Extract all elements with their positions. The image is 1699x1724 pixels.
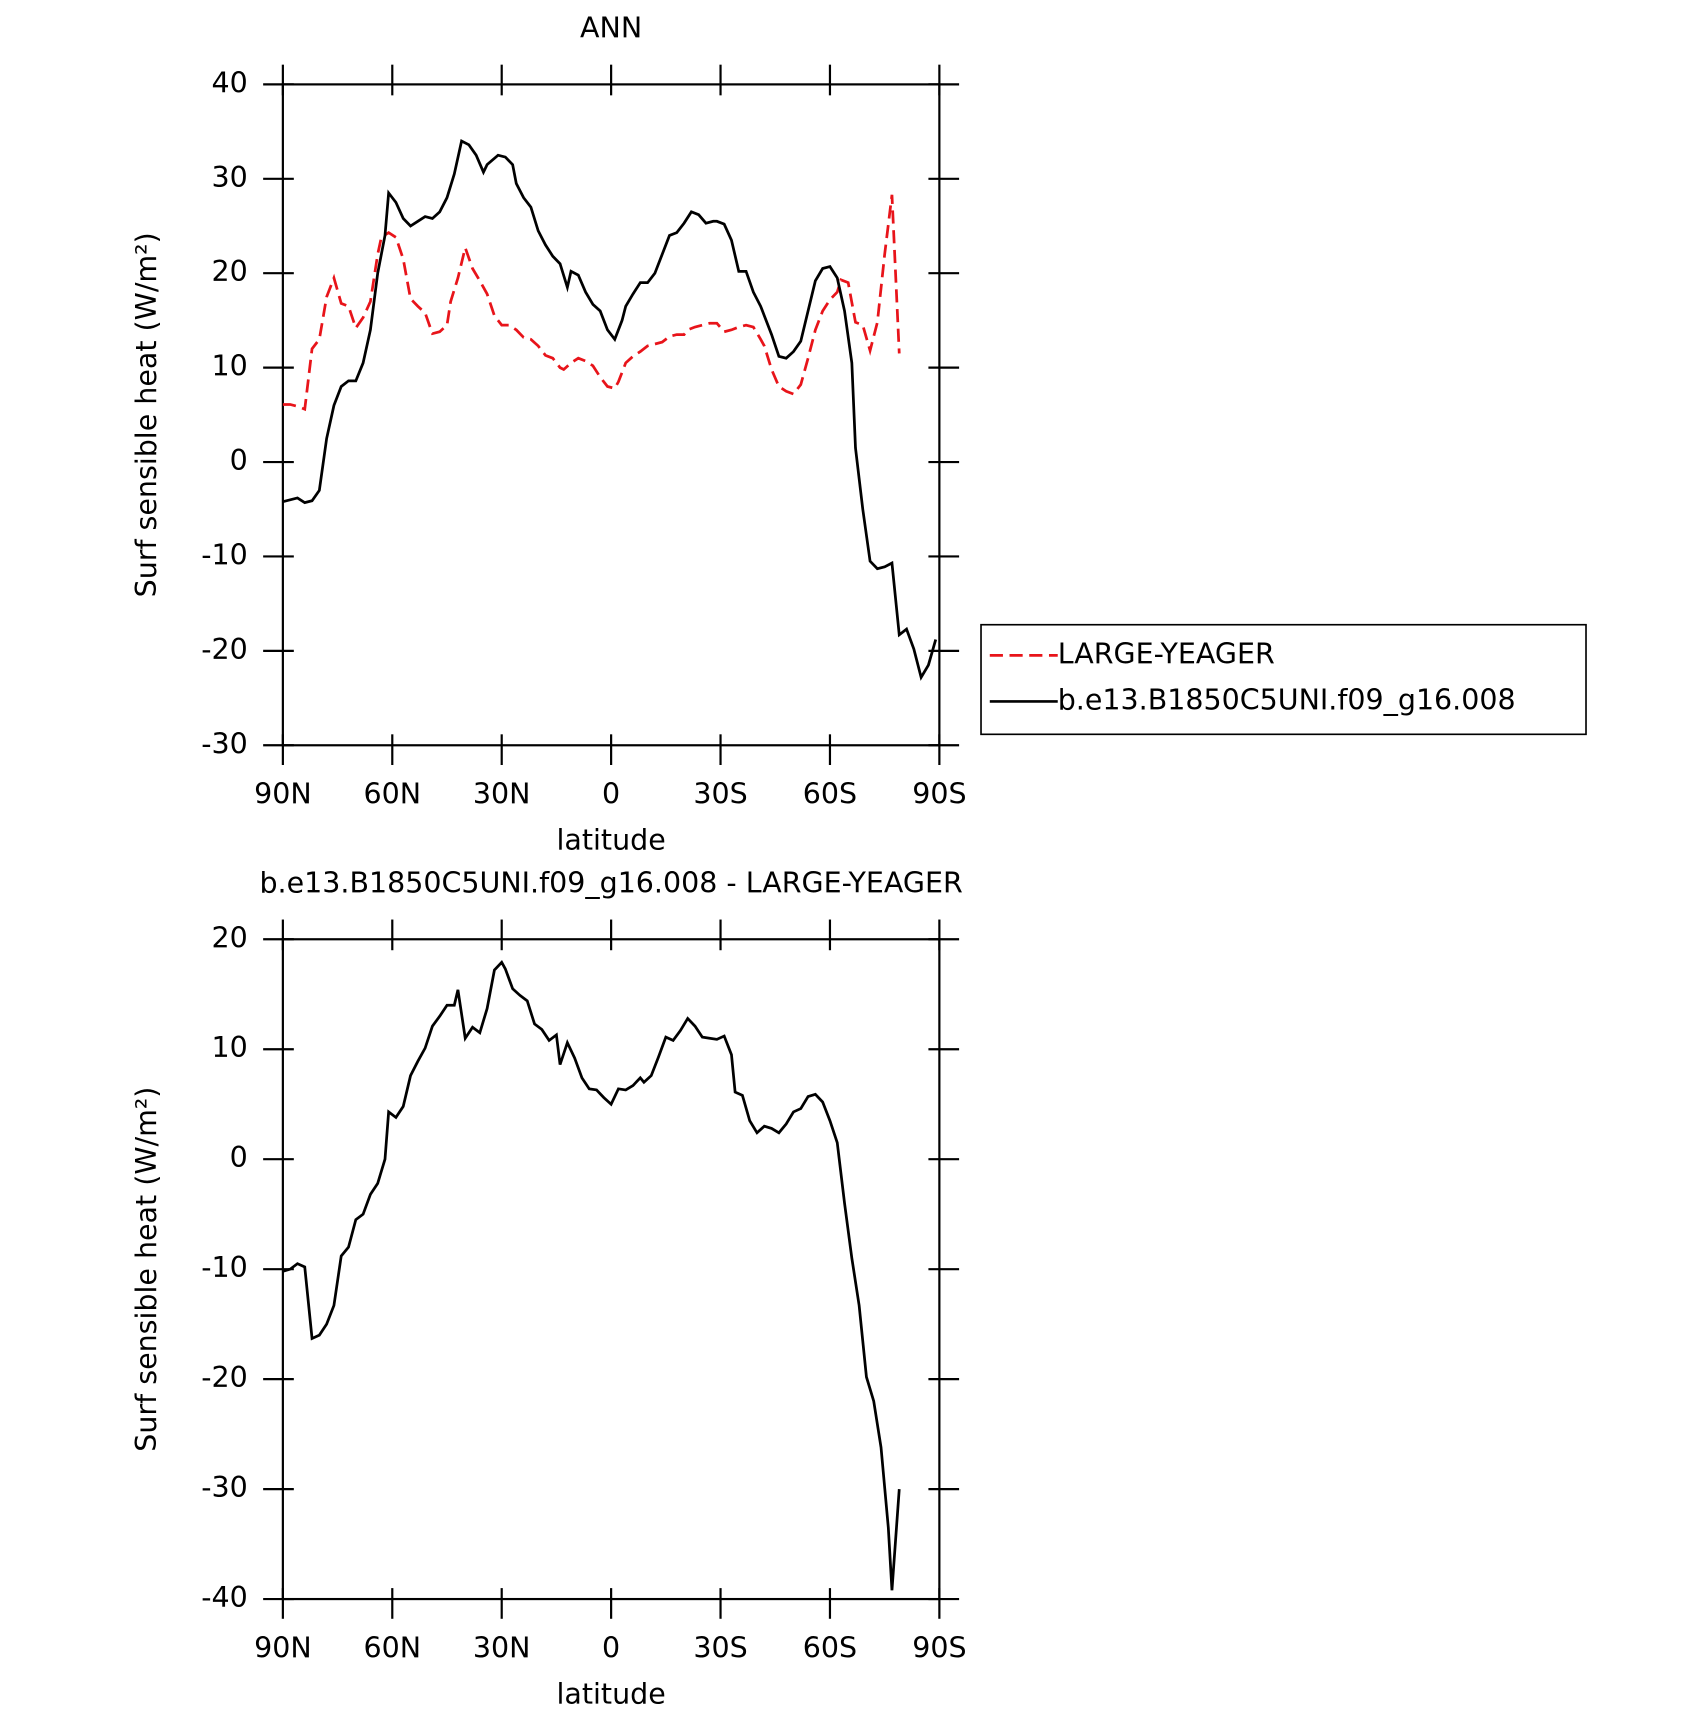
y-tick-label: -10 bbox=[201, 538, 248, 571]
y-tick-label: -20 bbox=[201, 1361, 248, 1394]
x-tick-label: 0 bbox=[602, 1631, 620, 1664]
legend-label: LARGE-YEAGER bbox=[1058, 637, 1275, 670]
x-tick-label: 90N bbox=[254, 778, 312, 811]
x-tick-label: 60N bbox=[364, 778, 422, 811]
y-tick-label: -30 bbox=[201, 727, 248, 760]
y-tick-label: -10 bbox=[201, 1251, 248, 1284]
y-tick-label: -30 bbox=[201, 1471, 248, 1504]
x-tick-label: 30S bbox=[693, 1631, 747, 1664]
x-axis-label: latitude bbox=[556, 824, 665, 857]
y-tick-label: 40 bbox=[212, 66, 248, 99]
legend-box bbox=[980, 623, 1587, 736]
x-tick-label: 90S bbox=[912, 778, 966, 811]
y-axis-label: Surf sensible heat (W/m²) bbox=[130, 1087, 163, 1452]
data-line bbox=[282, 139, 938, 681]
plot-frame bbox=[281, 83, 941, 747]
y-tick-label: 30 bbox=[212, 161, 248, 194]
x-tick-label: 60S bbox=[803, 778, 857, 811]
chart-title: b.e13.B1850C5UNI.f09_g16.008 - LARGE-YEA… bbox=[259, 866, 962, 899]
x-tick-label: 0 bbox=[602, 778, 620, 811]
y-tick-label: 10 bbox=[212, 350, 248, 383]
x-tick-label: 90N bbox=[254, 1631, 312, 1664]
x-tick-label: 60N bbox=[364, 1631, 422, 1664]
data-line bbox=[282, 960, 901, 1591]
x-tick-label: 90S bbox=[912, 1631, 966, 1664]
plot-frame bbox=[281, 938, 941, 1601]
x-tick-label: 30N bbox=[473, 778, 531, 811]
y-tick-label: 10 bbox=[212, 1031, 248, 1064]
legend-label: b.e13.B1850C5UNI.f09_g16.008 bbox=[1058, 683, 1516, 716]
y-tick-label: -20 bbox=[201, 633, 248, 666]
y-tick-label: 0 bbox=[230, 444, 248, 477]
y-tick-label: 20 bbox=[212, 921, 248, 954]
x-tick-label: 30N bbox=[473, 1631, 531, 1664]
x-tick-label: 30S bbox=[693, 778, 747, 811]
y-tick-label: -40 bbox=[201, 1581, 248, 1614]
x-axis-label: latitude bbox=[556, 1678, 665, 1711]
x-tick-label: 60S bbox=[803, 1631, 857, 1664]
y-axis-label: Surf sensible heat (W/m²) bbox=[130, 232, 163, 597]
chart-title: ANN bbox=[580, 12, 642, 45]
y-tick-label: 0 bbox=[230, 1141, 248, 1174]
y-tick-label: 20 bbox=[212, 255, 248, 288]
